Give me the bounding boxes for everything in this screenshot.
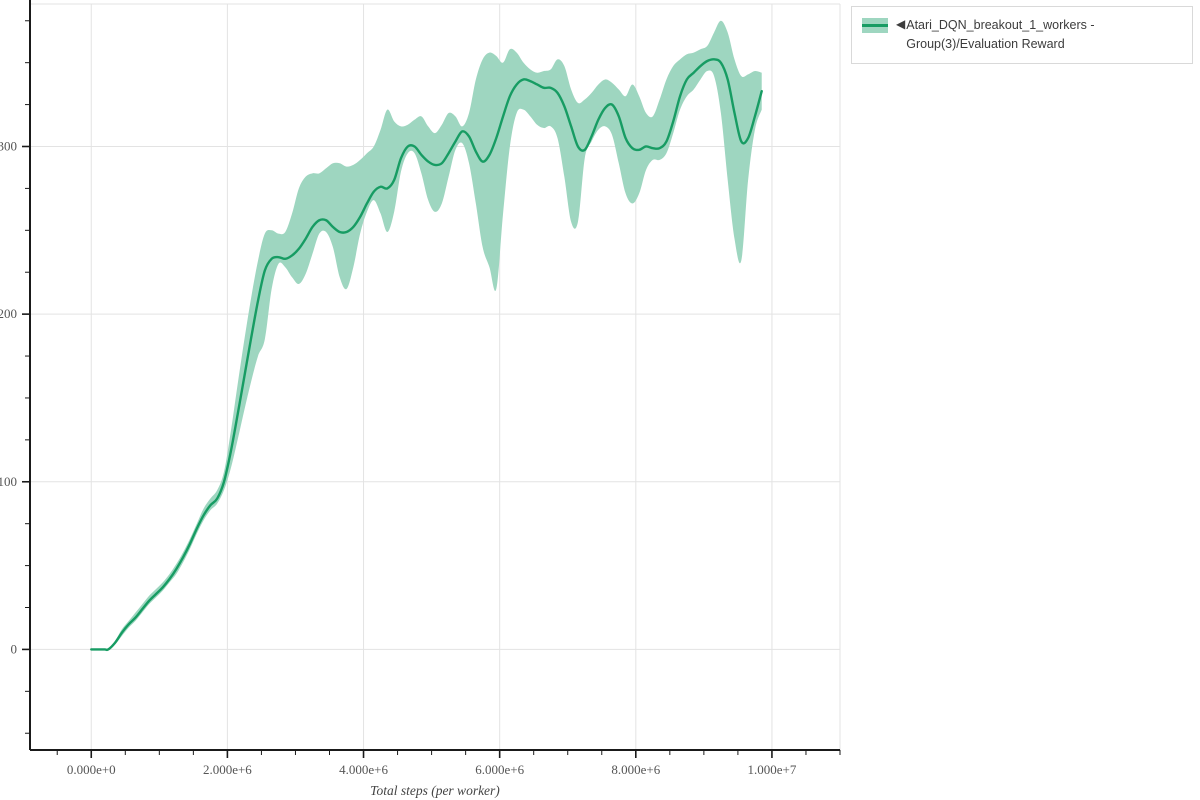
chart-legend[interactable]: ◀ Atari_DQN_breakout_1_workers - Group(3… [851, 6, 1193, 64]
y-axis-ticks: 0 100 200 300 [0, 20, 30, 734]
x-tick-label: 8.000e+6 [611, 762, 660, 777]
y-tick-label: 0 [11, 641, 18, 656]
x-axis-ticks: 0.000e+0 2.000e+6 4.000e+6 6.000e+6 8.000e+6… [56, 750, 841, 777]
y-tick-label: 300 [0, 138, 17, 153]
plot-background [30, 4, 840, 750]
confidence-band [91, 20, 762, 651]
legend-line-swatch [862, 24, 888, 27]
x-tick-label: 1.000e+7 [748, 762, 797, 777]
legend-entry-label: Atari_DQN_breakout_1_workers - Group(3)/… [906, 18, 1095, 51]
y-tick-label: 200 [0, 306, 17, 321]
legend-collapse-triangle-icon[interactable]: ◀ [896, 17, 906, 31]
mean-line [90, 58, 763, 652]
y-tick-label: 100 [0, 474, 17, 489]
legend-color-swatch [862, 18, 888, 33]
legend-entry[interactable]: ◀ Atari_DQN_breakout_1_workers - Group(3… [862, 16, 1184, 54]
x-axis-title: Total steps (per worker) [370, 783, 500, 798]
x-tick-label: 6.000e+6 [475, 762, 524, 777]
x-tick-label: 2.000e+6 [203, 762, 252, 777]
x-tick-label: 4.000e+6 [339, 762, 388, 777]
x-tick-label: 0.000e+0 [67, 762, 116, 777]
